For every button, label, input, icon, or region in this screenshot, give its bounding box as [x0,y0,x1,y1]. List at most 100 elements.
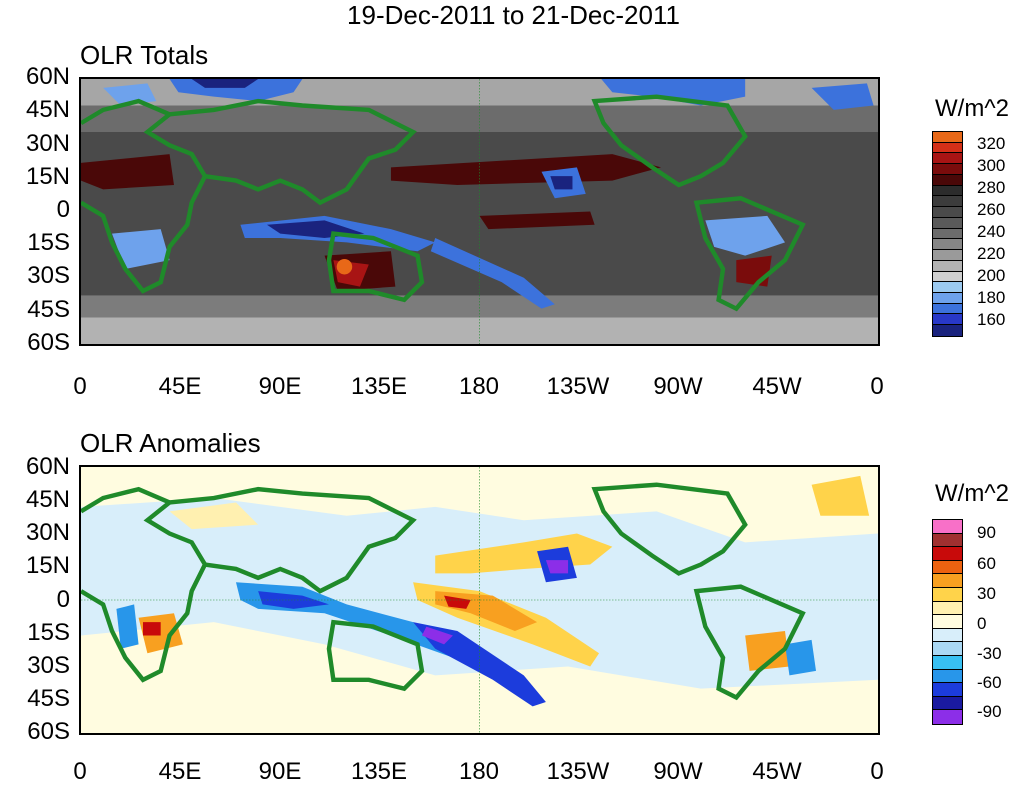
totals-warm-sahara [81,154,174,190]
anomalies-legend-swatch [933,642,962,656]
totals-legend-swatch [933,185,962,197]
totals-conv-hawaii-core [550,176,573,190]
anomalies-lat-label: 45N [25,486,70,513]
totals-lon-label: 45W [752,373,802,400]
totals-lat-label: 15N [25,163,70,190]
totals-legend-label: 180 [977,288,1006,307]
anomalies-legend-label: -60 [977,673,1002,692]
totals-lat-label: 30N [25,130,70,157]
anomalies-legend-label: 0 [977,614,987,633]
anomalies-pos-africa-core [142,622,161,636]
totals-lon-label: 90E [258,373,302,400]
totals-lon-label: 0 [870,373,884,400]
totals-conv-africa [111,229,170,269]
totals-band-midlat-south [81,295,878,318]
anomalies-pos-samerica [745,631,790,671]
totals-lon-label: 45E [158,373,202,400]
totals-legend-swatch [933,153,962,165]
totals-panel-title: OLR Totals [80,40,209,70]
anomalies-lat-label: 45S [27,685,70,712]
totals-band-south [81,317,878,344]
totals-coast-samerica [693,195,806,312]
anomalies-neg-spcz-core [421,626,453,645]
totals-legend-swatch [933,196,962,208]
anomalies-legend-label: -90 [977,702,1002,721]
anomalies-lat-label: 15N [25,552,70,579]
anomalies-coast-samerica [693,584,806,701]
anomalies-lat-label: 30N [25,519,70,546]
totals-legend-swatch [933,314,962,326]
totals-coastlines [81,94,806,312]
anomalies-legend-swatch [933,547,962,561]
anomalies-legend-swatch [933,628,962,643]
anomalies-neg-hawaii-core [545,560,569,574]
totals-lat-label: 30S [27,262,70,289]
totals-lat-label: 60S [27,329,70,356]
anomalies-lon-label: 90E [258,758,302,785]
totals-legend-swatch [933,174,962,186]
anomalies-lat-label: 15S [27,619,70,646]
totals-legend-swatch [933,293,962,304]
totals-map [79,77,880,346]
anomalies-legend-swatch [933,710,962,724]
anomalies-neg-spcz [413,622,546,707]
totals-legend-label: 320 [977,134,1006,153]
totals-warm-samerica [736,255,772,287]
anomalies-lon-label: 180 [458,758,500,785]
totals-coast-africa [81,98,208,294]
anomalies-pos-atlantic [811,475,870,516]
anomalies-lon-label: 135E [350,758,408,785]
anomalies-legend-swatch [933,587,962,602]
anomalies-pos-pacific-core [444,595,471,609]
totals-cold-atlantic [811,83,874,110]
anomalies-legend-swatch [933,683,962,697]
totals-legend-swatch [933,142,962,154]
totals-warm-eqpacific [479,211,595,230]
anomalies-neg-africa [116,604,139,649]
totals-warm-npacific [390,154,662,185]
anomalies-neg-samerica [785,639,817,676]
totals-legend-swatch [933,239,962,251]
anomalies-pos-eurasia [169,502,259,530]
totals-lon-label: 135E [350,373,408,400]
anomalies-legend-swatch [933,574,962,588]
anomalies-coastlines [81,482,806,701]
totals-legend-label: 200 [977,266,1006,285]
anomalies-legend-label: 60 [977,554,996,573]
totals-lat-label: 45N [25,96,70,123]
totals-legend-swatch [933,132,962,143]
totals-legend-swatch [933,303,962,315]
totals-lon-label: 135W [546,373,610,400]
totals-conv-spcz [430,238,555,309]
anomalies-map [79,465,880,735]
anomalies-neg-indonesia-core [258,591,329,609]
anomalies-legend-swatch [933,520,962,534]
totals-legend-label: 220 [977,244,1006,263]
anomalies-lon-label: 90W [653,758,703,785]
anomalies-legend-swatch [933,696,962,711]
totals-legend-label: 260 [977,200,1006,219]
anomalies-legend-swatch [933,669,962,684]
totals-lat-label: 45S [27,296,70,323]
totals-legend-swatch [933,282,962,294]
totals-legend-swatch [933,325,962,336]
anomalies-lon-label: 45W [752,758,802,785]
anomalies-legend-label: -30 [977,644,1002,663]
anomalies-legend-swatch [933,601,962,616]
anomalies-lat-label: 0 [56,586,70,613]
anomalies-legend-label: 90 [977,523,996,542]
anomalies-lat-label: 60S [27,718,70,745]
totals-legend-units: W/m^2 [935,95,1009,122]
totals-legend-label: 160 [977,310,1006,329]
totals-legend-bar [932,131,963,337]
anomalies-legend-units: W/m^2 [935,480,1009,507]
anomalies-coast-namerica [591,482,748,576]
totals-lon-label: 90W [653,373,703,400]
totals-lon-label: 0 [73,373,87,400]
anomalies-coast-australia [326,619,425,692]
anomalies-coast-eurasia [169,486,417,594]
totals-legend-label: 280 [977,178,1006,197]
totals-cold-europe [103,83,157,106]
anomalies-lon-label: 45E [158,758,202,785]
anomalies-legend-label: 30 [977,584,996,603]
